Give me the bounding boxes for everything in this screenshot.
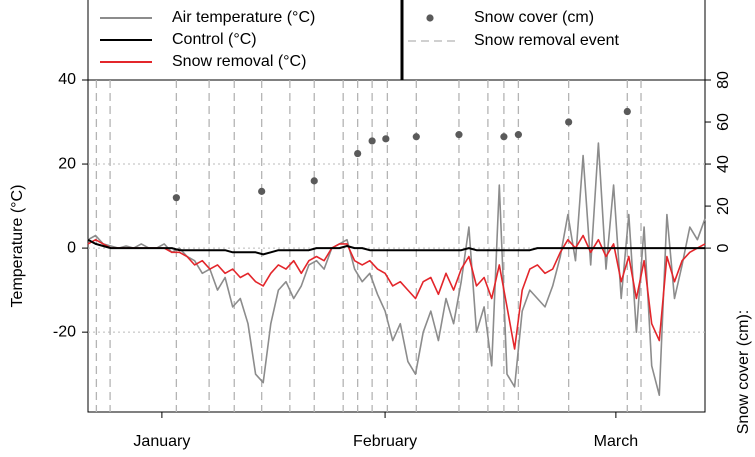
- x-tick-label: March: [594, 433, 638, 450]
- snow-cover-point: [500, 133, 508, 141]
- plot-frame: [87, 79, 706, 413]
- legend-label: Snow removal event: [474, 32, 620, 49]
- y2-tick-label: 20: [715, 197, 732, 215]
- snow-cover-point: [514, 131, 522, 139]
- snow-cover-point: [565, 118, 573, 126]
- snow-cover-point: [368, 137, 376, 145]
- snow-cover-point: [382, 135, 390, 143]
- y2-axis-label: Snow cover (cm):: [735, 310, 752, 434]
- legend-label: Control (°C): [172, 31, 257, 48]
- snow-cover-point: [310, 177, 318, 185]
- y-tick-label: 0: [67, 239, 76, 256]
- snow-cover-point: [623, 107, 631, 116]
- snow-cover-point: [412, 133, 420, 141]
- legend-swatch: [426, 14, 434, 22]
- y-tick-label: 40: [58, 71, 76, 88]
- y2-tick-label: 80: [715, 71, 732, 89]
- snow-cover-point: [354, 149, 362, 158]
- x-tick-label: February: [353, 433, 417, 450]
- series-line: [87, 142, 706, 396]
- snow-cover-point: [455, 131, 463, 139]
- y-axis-label: Temperature (°C): [9, 185, 26, 308]
- snow-cover-point: [172, 194, 180, 202]
- x-tick-label: January: [133, 433, 190, 450]
- legend-label: Snow cover (cm): [474, 9, 594, 26]
- y-tick-label: -20: [53, 323, 76, 340]
- y2-tick-label: 60: [715, 113, 732, 131]
- y2-tick-label: 0: [715, 244, 732, 253]
- y2-tick-label: 40: [715, 155, 732, 173]
- snow-cover-point: [258, 187, 266, 195]
- legend-label: Snow removal (°C): [172, 53, 306, 70]
- y-tick-label: 20: [58, 155, 76, 172]
- series-line: [87, 238, 705, 256]
- legend-label: Air temperature (°C): [172, 9, 315, 26]
